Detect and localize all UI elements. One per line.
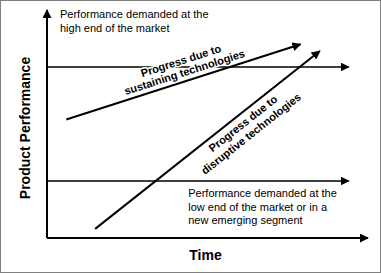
label-line: Performance demanded at the (188, 187, 337, 199)
x-axis (47, 237, 368, 239)
y-axis (46, 10, 48, 238)
label-line: high end of the market (60, 22, 169, 34)
series-label: Progress due tosustaining technologies (119, 36, 246, 97)
label-line: disruptive technologies (199, 91, 303, 177)
series-group (47, 44, 349, 229)
series-line (47, 180, 349, 181)
series-label: Performance demanded at the low end of th… (188, 187, 337, 226)
x-axis-title: Time (189, 247, 222, 263)
label-line: Performance demanded at the (60, 8, 209, 20)
chart-root: Performance demanded at the high end of t… (0, 0, 381, 273)
labels-group: Performance demanded at the high end of t… (60, 8, 337, 226)
chart: Performance demanded at the high end of t… (0, 0, 381, 273)
series-label: Performance demanded at the high end of t… (60, 8, 209, 34)
label-line: low end of the market or in a (188, 201, 328, 213)
series-label: Progress due todisruptive technologies (191, 80, 303, 176)
label-line: new emerging segment (188, 214, 302, 226)
frame (1, 1, 381, 273)
y-axis-title: Product Performance (17, 57, 33, 200)
label-line: sustaining technologies (123, 47, 247, 97)
